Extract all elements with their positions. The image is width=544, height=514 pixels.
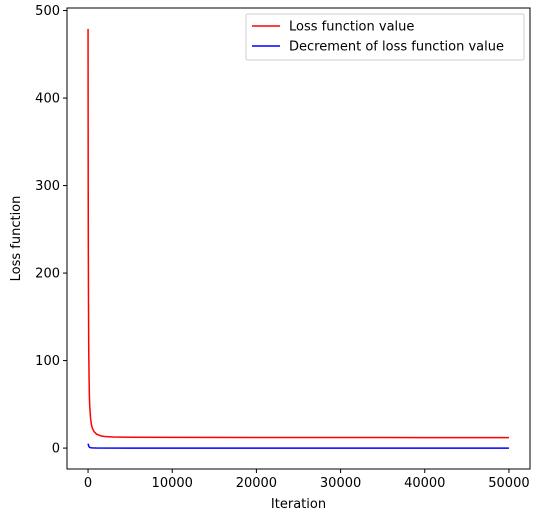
legend: Loss function value Decrement of loss fu…: [245, 13, 525, 61]
x-tick-label: 20000: [236, 476, 277, 491]
y-axis-label: Loss function: [9, 196, 24, 282]
x-tick-label: 50000: [488, 476, 529, 491]
y-tick-label: 0: [52, 442, 60, 457]
x-tick-label: 30000: [320, 476, 361, 491]
y-tick-label: 500: [35, 4, 60, 19]
y-tick-label: 400: [35, 92, 60, 107]
series-layer: [87, 28, 509, 449]
y-tick-label: 100: [35, 354, 60, 369]
series-line-1: [87, 443, 509, 449]
y-axis-ticks: 0 100 200 300 400 500: [35, 4, 67, 457]
legend-label-decrement: Decrement of loss function value: [289, 40, 504, 55]
y-tick-label: 200: [35, 267, 60, 282]
x-tick-label: 40000: [404, 476, 445, 491]
x-tick-label: 0: [84, 476, 92, 491]
y-tick-label: 300: [35, 179, 60, 194]
x-axis-label: Iteration: [271, 497, 326, 512]
legend-box: [245, 13, 525, 61]
legend-label-loss: Loss function value: [289, 20, 414, 35]
plot-frame: [66, 7, 531, 470]
x-axis-ticks: 0 10000 20000 30000 40000 50000: [84, 469, 530, 491]
series-line-0: [87, 28, 509, 439]
x-tick-label: 10000: [152, 476, 193, 491]
